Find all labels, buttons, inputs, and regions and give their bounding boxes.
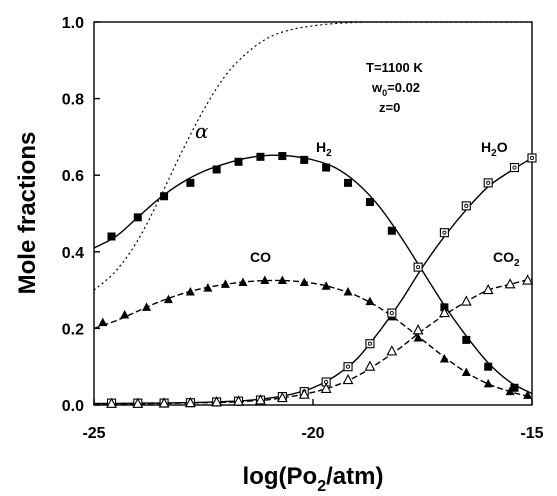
marker-co2 — [460, 295, 472, 306]
marker-h2 — [344, 178, 353, 187]
marker-co — [321, 281, 331, 290]
marker-co2 — [320, 382, 332, 393]
marker-co — [365, 296, 375, 306]
marker-h2 — [365, 198, 374, 207]
marker-co — [505, 386, 515, 396]
axis-ticks: 0.0 0.2 0.4 0.6 0.8 1.0 -25 -20 -15 — [62, 15, 544, 442]
marker-co — [163, 294, 173, 304]
annotation-temperature: T=1100 K — [366, 60, 423, 75]
marker-co — [343, 287, 353, 296]
marker-h2o — [509, 162, 520, 173]
marker-co — [439, 354, 449, 363]
x-tick-label: -15 — [520, 425, 543, 442]
marker-co2 — [364, 360, 376, 371]
marker-co — [98, 317, 108, 327]
marker-co2 — [482, 283, 494, 295]
marker-h2o — [483, 178, 493, 188]
marker-co2 — [255, 394, 266, 405]
marker-h2o — [527, 153, 537, 163]
x-tick-label: -25 — [82, 425, 105, 442]
marker-co2 — [184, 396, 196, 408]
marker-h2 — [510, 383, 519, 392]
marker-co2 — [386, 345, 398, 356]
plot-frame — [93, 21, 533, 406]
marker-co2 — [211, 396, 223, 407]
marker-co — [260, 275, 270, 285]
marker-h2o — [461, 201, 471, 211]
marker-h2 — [212, 165, 221, 174]
series-label-co: CO — [250, 249, 271, 265]
marker-co — [523, 390, 533, 399]
series-line-alpha — [93, 21, 532, 291]
marker-h2 — [387, 226, 396, 235]
series-line-h2 — [93, 154, 533, 395]
series-line-h2o — [93, 157, 533, 405]
marker-co — [413, 332, 423, 342]
marker-co2 — [342, 373, 354, 385]
series-label-h2: H2 — [316, 139, 332, 159]
marker-co2 — [298, 388, 310, 399]
marker-co — [483, 378, 493, 388]
marker-co2 — [158, 397, 170, 408]
marker-h2 — [322, 163, 331, 172]
marker-co2 — [106, 397, 117, 408]
marker-h2 — [484, 362, 493, 371]
y-tick-label: 0.6 — [62, 168, 84, 185]
x-axis-title: log(Po2/atm) — [243, 463, 384, 495]
marker-co — [461, 367, 471, 376]
marker-h2 — [234, 157, 243, 166]
y-tick-label: 0.0 — [62, 398, 84, 415]
annotation-w0: w0=0.02 — [371, 80, 420, 98]
marker-co2 — [276, 391, 288, 403]
marker-h2 — [278, 152, 287, 161]
marker-h2 — [107, 232, 116, 241]
marker-co2 — [504, 278, 516, 289]
y-tick-label: 0.2 — [62, 321, 84, 338]
series-label-co2: CO2 — [493, 249, 520, 269]
marker-h2 — [300, 155, 309, 164]
y-axis-title: Mole fractions — [14, 132, 41, 295]
marker-co2 — [233, 395, 244, 406]
marker-h2 — [186, 178, 195, 187]
marker-co — [203, 283, 213, 292]
marker-h2o — [439, 228, 449, 238]
marker-h2 — [462, 335, 471, 344]
series-label-alpha: α — [195, 119, 209, 143]
x-tick-label: -20 — [301, 425, 324, 442]
marker-co2 — [412, 324, 424, 335]
marker-co — [185, 287, 195, 296]
marker-h2o — [365, 339, 375, 349]
y-tick-label: 0.8 — [62, 92, 84, 109]
marker-co — [142, 302, 152, 311]
marker-co2 — [438, 306, 450, 318]
marker-co — [120, 309, 130, 319]
series-markers — [98, 152, 537, 408]
annotation-z: z=0 — [379, 100, 400, 115]
marker-h2 — [256, 152, 265, 161]
marker-h2 — [160, 192, 169, 201]
marker-co2 — [132, 397, 144, 408]
marker-h2o — [387, 308, 397, 318]
marker-h2 — [133, 213, 142, 222]
marker-co — [220, 279, 230, 288]
marker-co — [277, 275, 287, 285]
marker-co2 — [522, 274, 534, 285]
marker-co — [299, 277, 309, 286]
marker-h2o — [343, 362, 353, 372]
y-tick-label: 0.4 — [62, 245, 84, 262]
series-curves — [93, 21, 533, 405]
marker-co — [238, 277, 248, 286]
marker-h2o — [413, 262, 423, 272]
y-tick-label: 1.0 — [62, 15, 84, 32]
series-label-h2o: H2O — [481, 139, 508, 159]
